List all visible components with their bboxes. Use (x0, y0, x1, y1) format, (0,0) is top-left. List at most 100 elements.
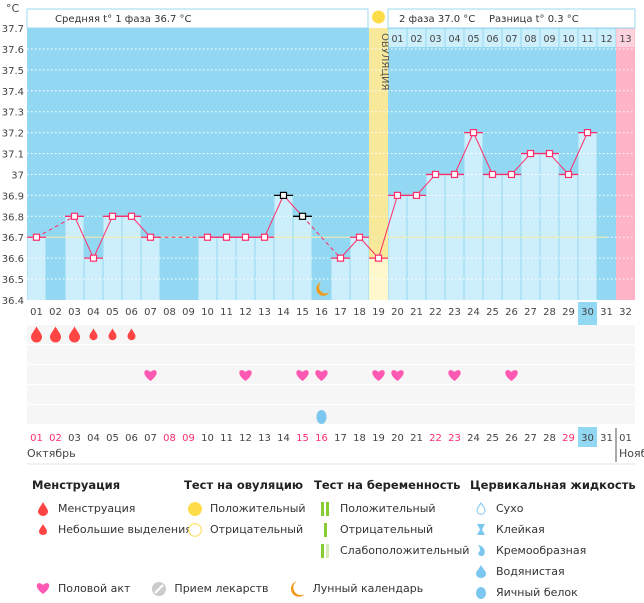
menstruation-drop-icon (50, 326, 61, 343)
menstruation-drop-icon (31, 326, 42, 343)
current-date-highlight (578, 427, 597, 447)
phase2-day-label: 03 (429, 34, 441, 45)
ovulation-label: ОВУЛЯЦИЯ (379, 33, 390, 91)
ovulation-column-lower (369, 258, 388, 300)
temperature-bar (255, 237, 274, 300)
date-label: 07 (144, 433, 157, 444)
ovulation-sun-icon (372, 10, 385, 24)
legend-title: Цервикальная жидкость (470, 478, 636, 492)
dry-icon (470, 502, 492, 515)
sticky-icon (470, 523, 492, 536)
temperature-line-segment (473, 132, 493, 175)
cycle-day-label: 28 (543, 307, 556, 318)
phase2-day-label: 10 (562, 34, 574, 45)
phase2-day-cell (502, 29, 521, 47)
difference-text: Разница t° 0.3 °C (489, 14, 579, 25)
temperature-point (279, 191, 288, 199)
legend-menstruation: Менструация Менструация Небольшие выделе… (32, 478, 192, 540)
date-label: 22 (429, 433, 442, 444)
cycle-day-label: 25 (486, 307, 499, 318)
y-tick-label: 36.5 (2, 275, 24, 286)
temperature-point (526, 149, 535, 158)
phase2-day-cell (426, 29, 445, 47)
temperature-point (241, 233, 250, 241)
date-label: 29 (562, 433, 575, 444)
cycle-day-label: 11 (220, 307, 233, 318)
cycle-day-label: 08 (163, 307, 176, 318)
cycle-day-label: 20 (391, 307, 404, 318)
phase2-day-label: 08 (524, 34, 536, 45)
cycle-day-label: 22 (429, 307, 442, 318)
cycle-day-label: 09 (182, 307, 195, 318)
moon-icon (287, 580, 309, 597)
light-bleeding-icon (108, 328, 117, 341)
phase2-text: 2 фаза 37.0 °C (399, 14, 475, 25)
cycle-day-label: 27 (524, 307, 537, 318)
legend-ovulation-test: Тест на овуляцию Положительный Отрицател… (184, 478, 306, 540)
temperature-point (393, 191, 402, 199)
temperature-bar (27, 237, 46, 300)
cycle-day-label: 14 (277, 307, 290, 318)
date-label: 16 (315, 433, 328, 444)
symptom-row (27, 345, 635, 364)
temperature-point (203, 233, 212, 241)
legend-bottom: Половой акт Прием лекарств Лунный календ… (32, 578, 423, 599)
temperature-point (89, 254, 98, 262)
phase2-day-label: 05 (467, 34, 479, 45)
cycle-day-label: 32 (619, 307, 632, 318)
phase1-header (26, 8, 369, 29)
legend-title: Тест на беременность (314, 478, 461, 492)
temperature-line-segment (302, 215, 341, 259)
current-day-highlight (578, 302, 597, 322)
heart-icon (239, 370, 252, 381)
y-tick-label: 37.2 (2, 129, 24, 140)
y-tick-label: 37.4 (2, 87, 24, 98)
temperature-point (222, 233, 231, 241)
legend-item: Половой акт (58, 582, 131, 595)
phase2-day-label: 01 (391, 34, 403, 45)
y-tick-label: 37.5 (2, 66, 24, 77)
date-label: 03 (68, 433, 81, 444)
cycle-day-label: 05 (106, 307, 119, 318)
legend-item: Менструация (58, 502, 136, 515)
phase2-day-label: 11 (581, 34, 593, 45)
temperature-point (108, 212, 117, 220)
legend-item: Слабоположительный (340, 544, 470, 557)
y-tick-label: 36.6 (2, 254, 24, 265)
current-day-marker (578, 322, 597, 325)
phase2-day-label: 13 (619, 34, 631, 45)
temperature-point (70, 212, 79, 220)
date-label: 09 (182, 433, 195, 444)
legend-item: Яичный белок (496, 586, 578, 599)
legend-item: Клейкая (496, 523, 545, 536)
date-label: 27 (524, 433, 537, 444)
y-tick-label: 37.1 (2, 150, 24, 161)
cycle-day-label: 21 (410, 307, 423, 318)
temperature-point (450, 170, 459, 179)
cycle-day-label: 24 (467, 307, 480, 318)
symptom-row (27, 385, 635, 404)
phase2-day-cell (388, 29, 407, 47)
temperature-bar (141, 237, 160, 300)
date-label: 06 (125, 433, 138, 444)
cycle-day-label: 17 (334, 307, 347, 318)
light-bleeding-icon (89, 328, 98, 341)
temperature-point (469, 129, 478, 137)
temperature-line-segment (264, 195, 284, 238)
date-label: 24 (467, 433, 480, 444)
temperature-line-segment (568, 132, 588, 175)
date-label: 20 (391, 433, 404, 444)
temperature-point (127, 212, 136, 220)
date-label: 01 (619, 433, 632, 444)
temperature-bar (540, 153, 559, 300)
phase2-header (387, 8, 636, 29)
temperature-bar (464, 132, 483, 300)
faint-line-icon (314, 543, 336, 558)
date-label: 10 (201, 433, 214, 444)
cycle-day-label: 30 (581, 307, 594, 318)
date-label: 02 (49, 433, 62, 444)
phase2-day-cell (521, 29, 540, 47)
cycle-day-label: 23 (448, 307, 461, 318)
y-tick-label: 37.6 (2, 45, 24, 56)
temperature-point (583, 129, 592, 137)
